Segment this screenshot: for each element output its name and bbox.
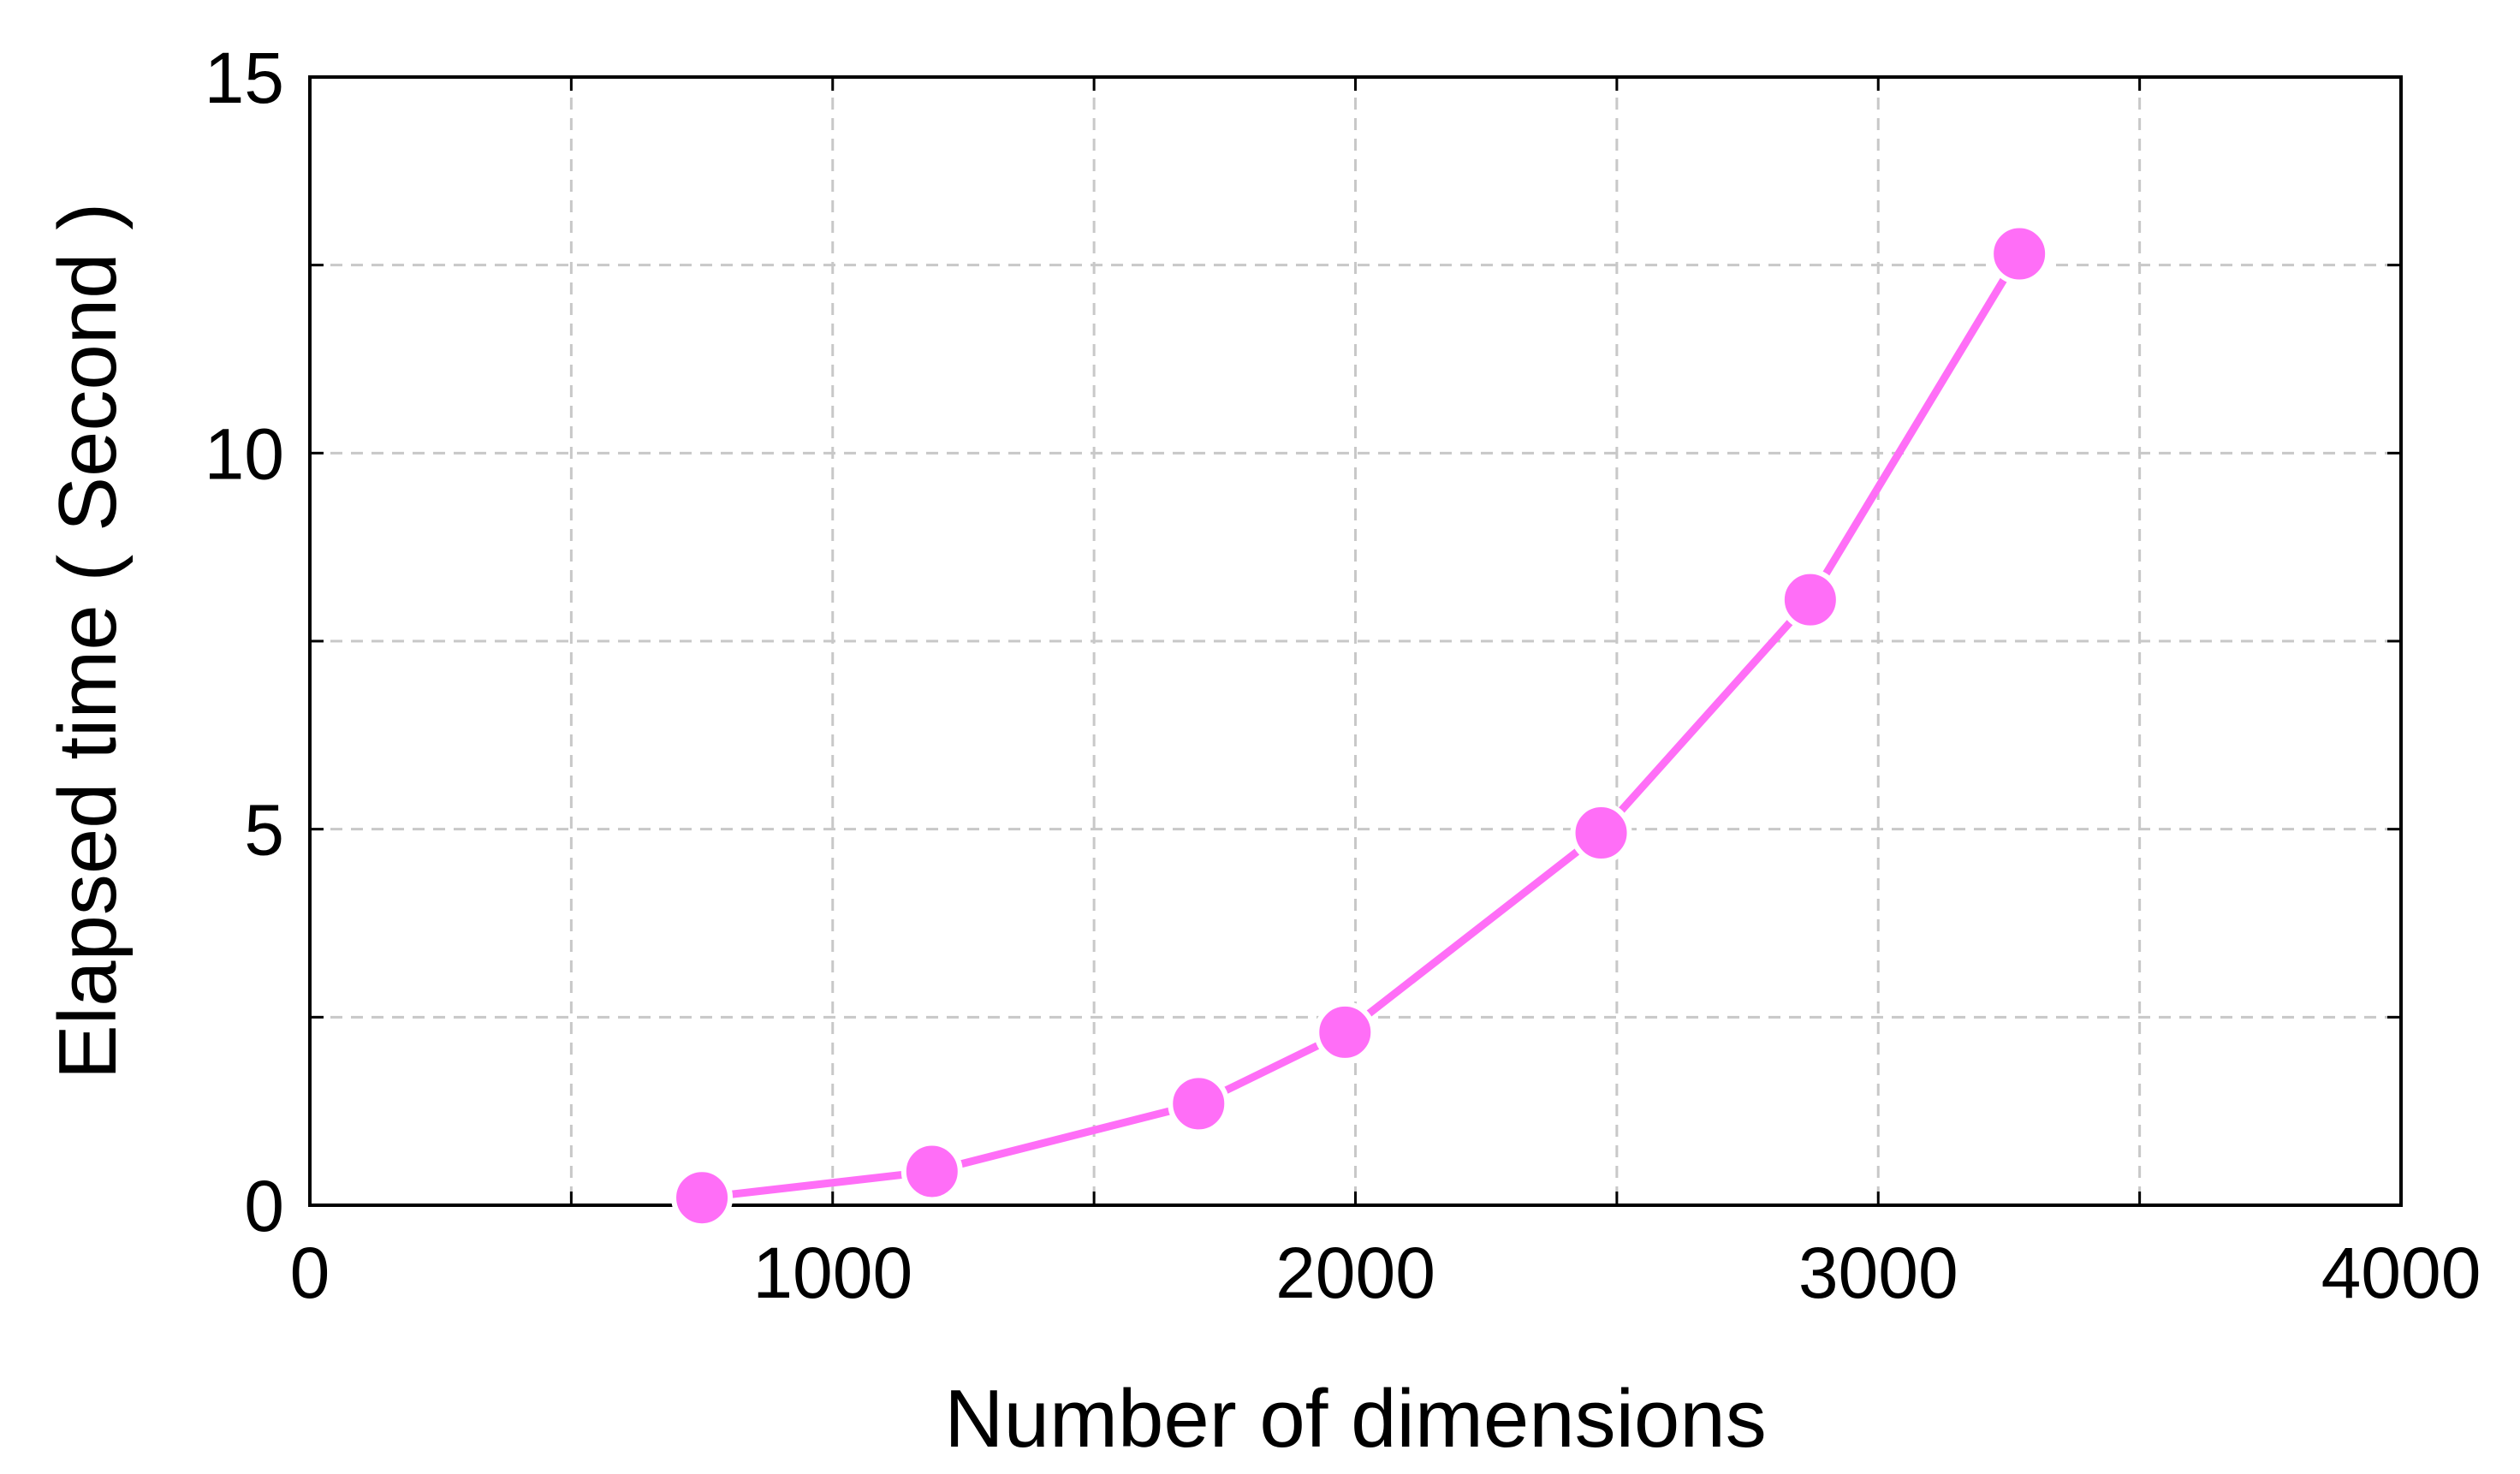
tick-labels: 0 1000 2000 3000 4000 0 5 10 15 (205, 38, 2481, 1313)
x-tick-label: 4000 (2321, 1233, 2481, 1313)
data-point (900, 1140, 963, 1203)
x-tick-label: 0 (290, 1233, 330, 1313)
y-tick-label: 10 (205, 413, 284, 494)
x-tick-label: 2000 (1275, 1233, 1435, 1313)
y-axis-title: Elapsed time ( Second ) (42, 203, 134, 1080)
grid (310, 77, 2401, 1205)
y-tick-label: 15 (205, 38, 284, 118)
data-point (1988, 223, 2051, 285)
data-point (671, 1167, 734, 1229)
x-tick-label: 3000 (1798, 1233, 1958, 1313)
data-point (1168, 1073, 1230, 1135)
data-point (1570, 802, 1632, 865)
data-series (671, 223, 2051, 1229)
x-tick-label: 1000 (752, 1233, 912, 1313)
data-point (1314, 1001, 1376, 1063)
y-tick-label: 0 (244, 1166, 284, 1246)
x-axis-title: Number of dimensions (944, 1373, 1766, 1465)
plot-frame (308, 75, 2403, 1207)
y-tick-label: 5 (244, 790, 284, 871)
data-point (1779, 568, 1841, 631)
